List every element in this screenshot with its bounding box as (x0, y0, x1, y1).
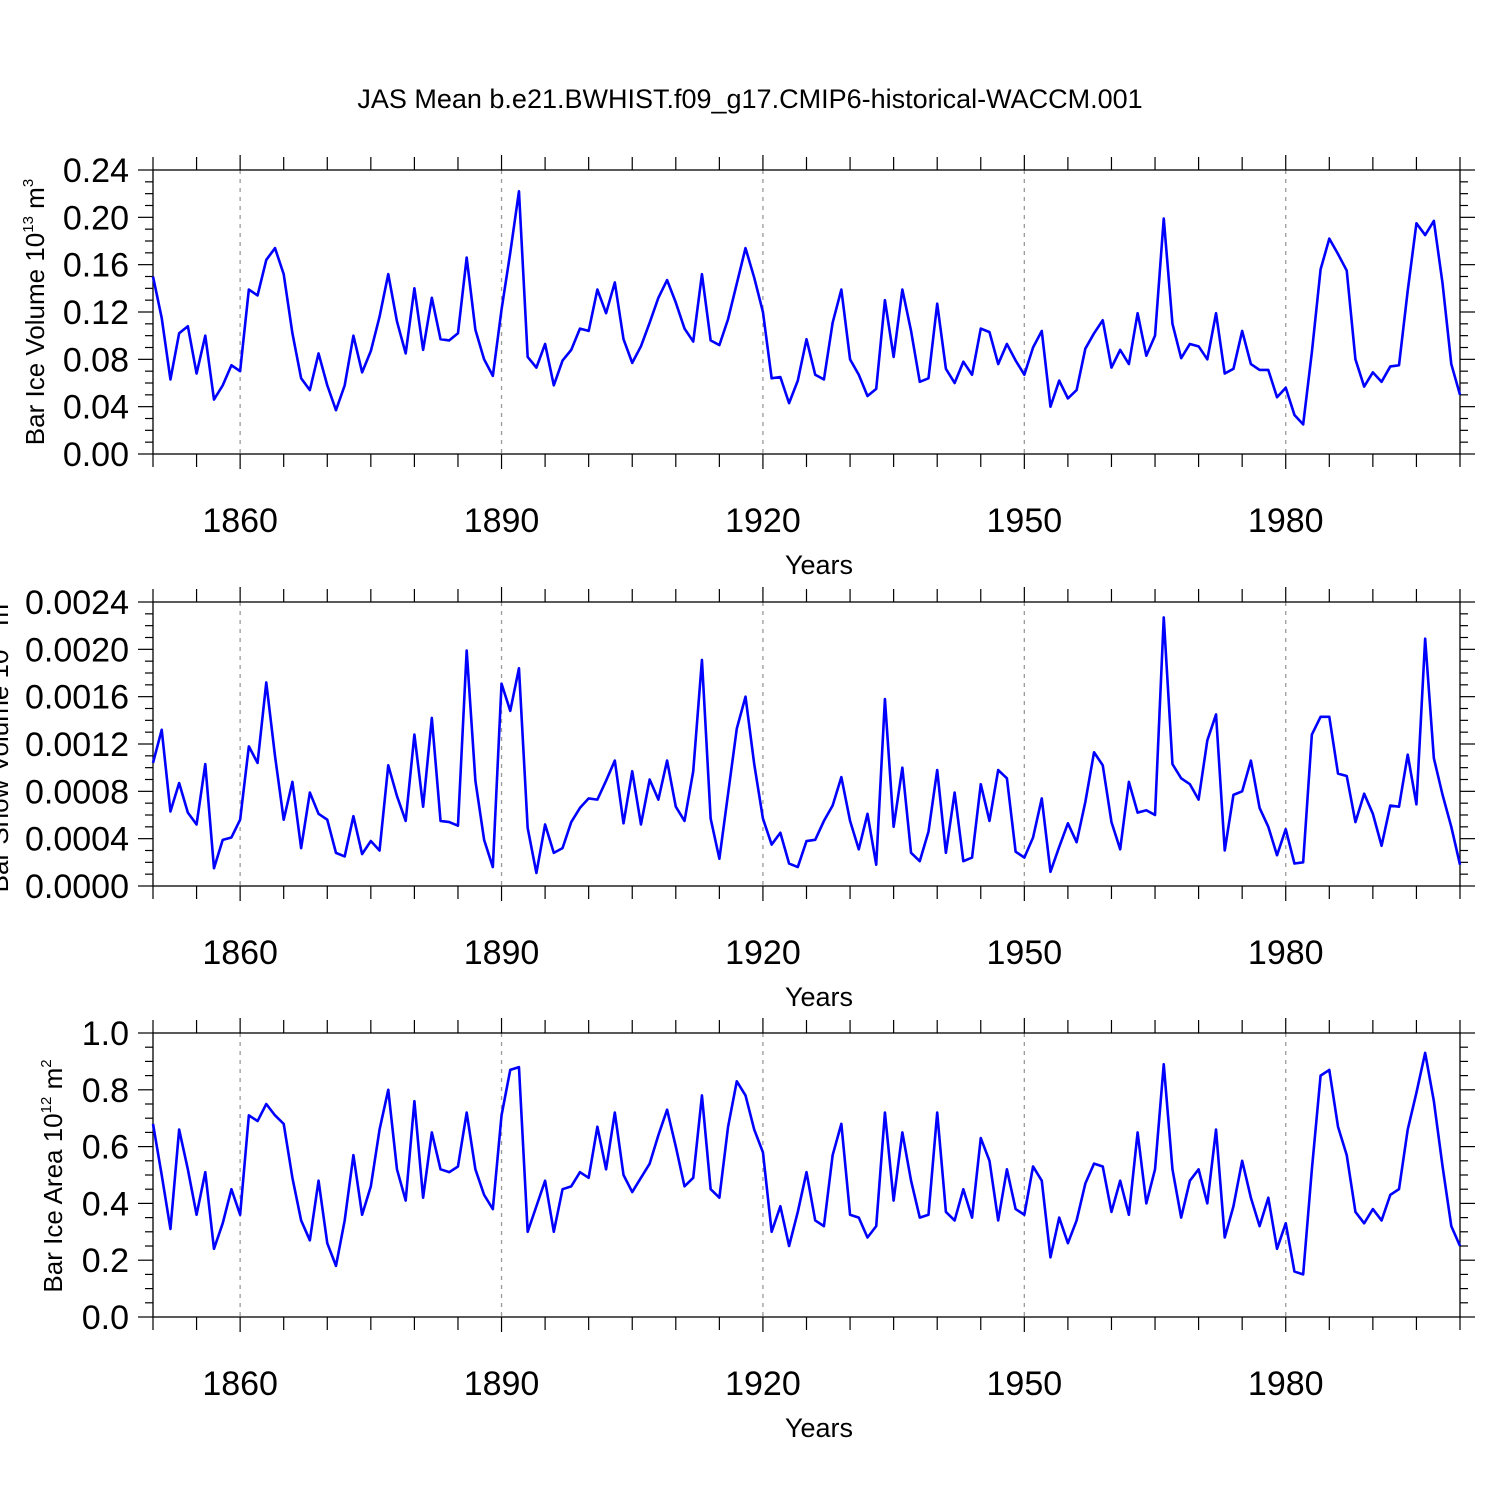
y-tick-label: 0.2 (82, 1242, 129, 1280)
x-tick-label: 1890 (464, 934, 540, 972)
x-tick-label: 1950 (987, 1365, 1063, 1403)
y-tick-label: 0.0016 (25, 679, 129, 717)
y-tick-label: 0.20 (63, 199, 129, 237)
x-tick-label: 1950 (987, 502, 1063, 540)
y-tick-label: 0.0020 (25, 631, 129, 669)
x-tick-label: 1890 (464, 1365, 540, 1403)
x-tick-label: 1860 (202, 502, 278, 540)
y-axis-label: Bar Snow Volume 1013 m3 (0, 596, 14, 893)
x-tick-label: 1860 (202, 934, 278, 972)
x-tick-label: 1950 (987, 934, 1063, 972)
y-tick-label: 0.6 (82, 1129, 129, 1167)
x-tick-label: 1920 (725, 1365, 801, 1403)
y-tick-label: 0.12 (63, 294, 129, 332)
y-tick-label: 0.16 (63, 247, 129, 285)
panel-ice-area: Bar Ice Area 1012 m2 Years 1860 1890 1920 1… (38, 1015, 1475, 1443)
y-tick-label: 0.08 (63, 341, 129, 379)
series-line (151, 190, 1462, 426)
x-tick-label: 1920 (725, 934, 801, 972)
y-tick-label: 0.0 (82, 1299, 129, 1337)
y-axis-label: Bar Ice Volume 1013 m3 (20, 179, 50, 445)
y-tick-label: 0.04 (63, 389, 129, 427)
x-tick-label: 1890 (464, 502, 540, 540)
x-axis-label: Years (785, 982, 853, 1012)
panel-ice-volume: Bar Ice Volume 1013 m3 Years 1860 1890 192… (20, 152, 1475, 580)
x-tick-label: 1920 (725, 502, 801, 540)
y-tick-label: 0.4 (82, 1185, 129, 1223)
figure-title: JAS Mean b.e21.BWHIST.f09_g17.CMIP6-hist… (357, 84, 1142, 114)
y-tick-label: 0.0004 (25, 821, 129, 859)
x-axis-label: Years (785, 1413, 853, 1443)
x-tick-label: 1980 (1248, 502, 1324, 540)
x-tick-label: 1980 (1248, 934, 1324, 972)
y-tick-label: 0.0008 (25, 773, 129, 811)
x-axis-label: Years (785, 550, 853, 580)
y-tick-label: 0.0024 (25, 584, 129, 622)
series-line (151, 1051, 1462, 1276)
x-tick-label: 1860 (202, 1365, 278, 1403)
y-axis-label: Bar Ice Area 1012 m2 (38, 1059, 68, 1292)
y-tick-label: 0.8 (82, 1072, 129, 1110)
y-tick-label: 1.0 (82, 1015, 129, 1053)
panel-snow-volume: Bar Snow Volume 1013 m3 Years 1860 1890 19… (0, 584, 1475, 1012)
series-line (151, 616, 1462, 875)
x-tick-label: 1980 (1248, 1365, 1324, 1403)
y-tick-label: 0.0012 (25, 726, 129, 764)
y-tick-label: 0.00 (63, 436, 129, 474)
y-tick-label: 0.0000 (25, 868, 129, 906)
y-tick-label: 0.24 (63, 152, 129, 190)
